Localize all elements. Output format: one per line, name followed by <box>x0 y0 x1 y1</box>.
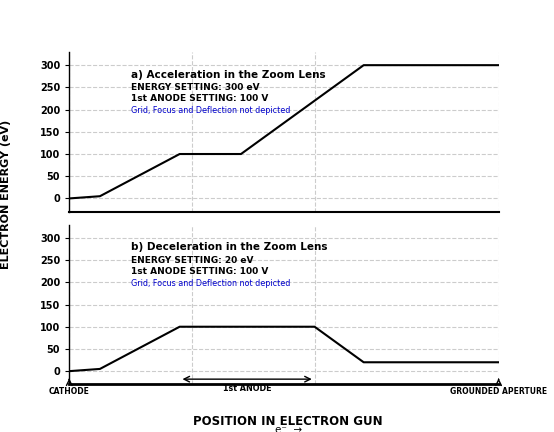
Text: POSITION IN ELECTRON GUN: POSITION IN ELECTRON GUN <box>193 415 383 428</box>
Text: Grid, Focus and Deflection not depicted: Grid, Focus and Deflection not depicted <box>131 106 290 115</box>
Text: 1st ANODE SETTING: 100 V: 1st ANODE SETTING: 100 V <box>131 94 268 103</box>
Text: e⁻  →: e⁻ → <box>275 425 301 432</box>
Text: b) Deceleration in the Zoom Lens: b) Deceleration in the Zoom Lens <box>131 242 327 252</box>
Text: 1st ANODE SETTING: 100 V: 1st ANODE SETTING: 100 V <box>131 267 268 276</box>
Text: Grid, Focus and Deflection not depicted: Grid, Focus and Deflection not depicted <box>131 279 290 288</box>
Text: ENERGY SETTING: 20 eV: ENERGY SETTING: 20 eV <box>131 256 253 265</box>
Text: CATHODE: CATHODE <box>49 387 90 396</box>
Text: ENERGY SETTING: 300 eV: ENERGY SETTING: 300 eV <box>131 83 259 92</box>
Text: a) Acceleration in the Zoom Lens: a) Acceleration in the Zoom Lens <box>131 70 325 79</box>
Text: GROUNDED APERTURE: GROUNDED APERTURE <box>450 387 547 396</box>
Text: ELECTRON ENERGY (eV): ELECTRON ENERGY (eV) <box>1 120 11 269</box>
Text: 1st ANODE: 1st ANODE <box>223 384 271 393</box>
